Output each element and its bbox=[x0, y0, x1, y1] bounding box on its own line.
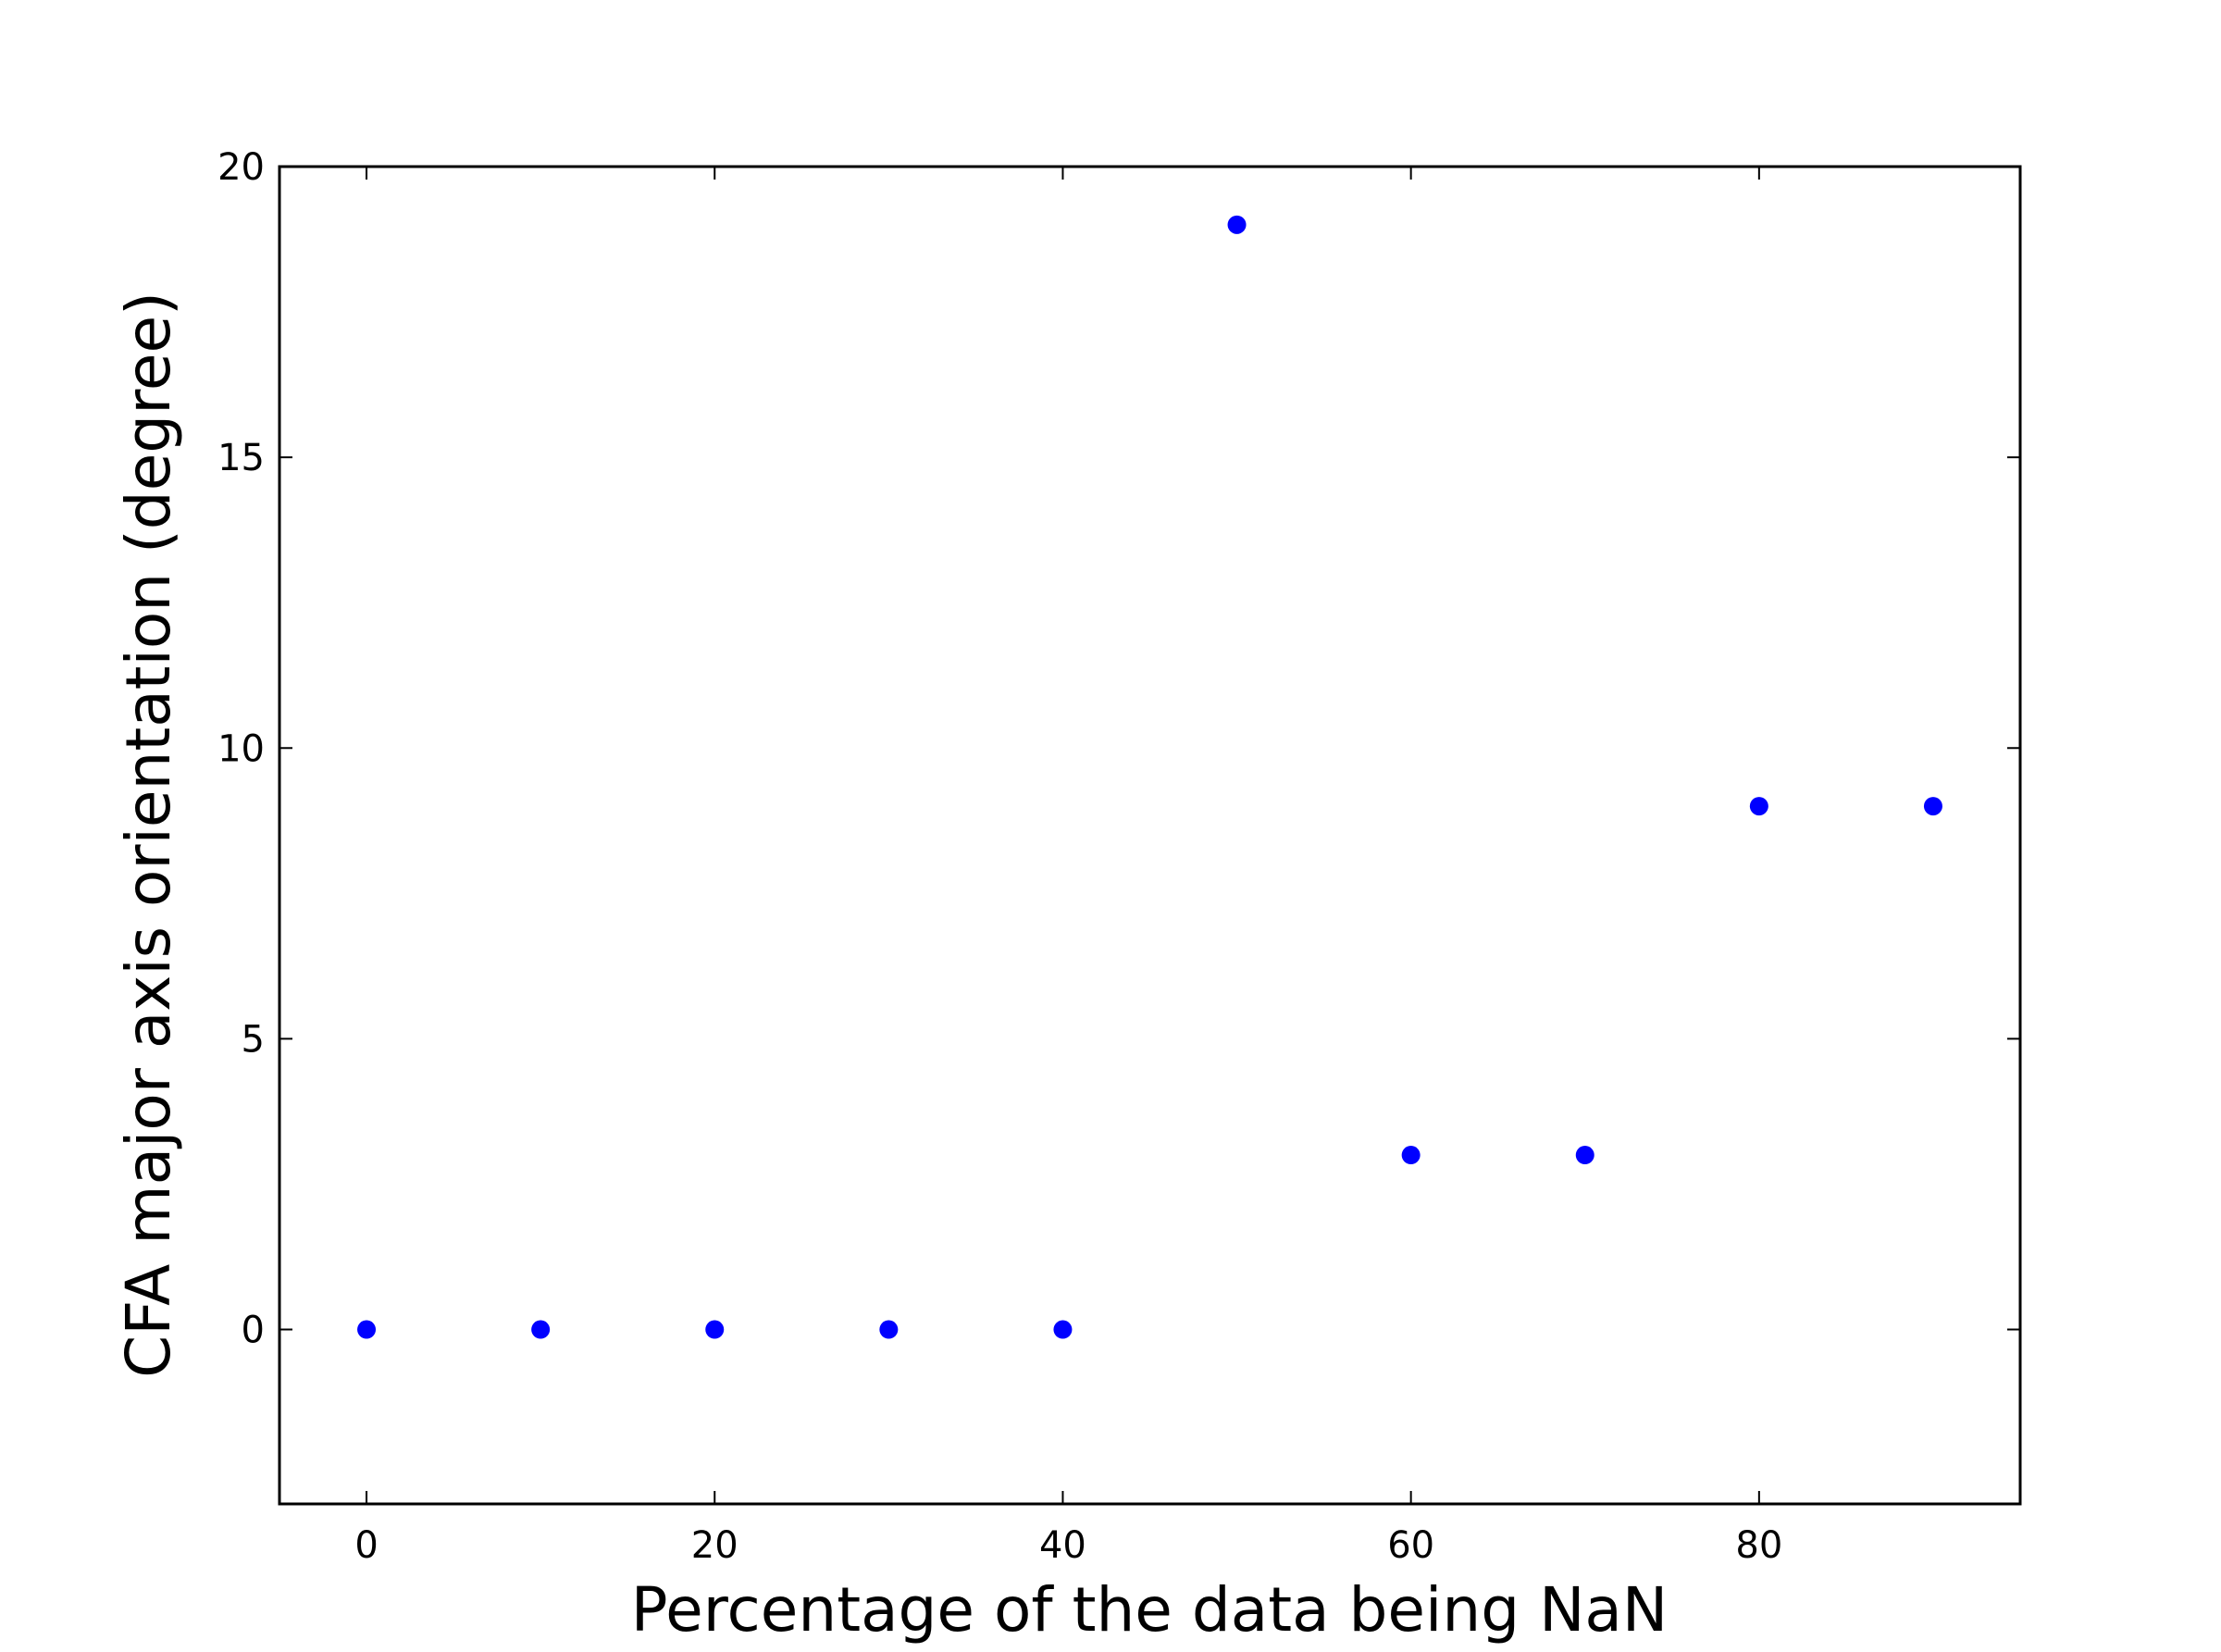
y-tick-label: 10 bbox=[217, 727, 265, 770]
plot-area bbox=[279, 167, 2020, 1504]
x-tick-label: 40 bbox=[1039, 1524, 1086, 1567]
plot-frame bbox=[278, 165, 2022, 1506]
data-point bbox=[531, 1320, 551, 1339]
x-tick-label: 20 bbox=[691, 1524, 738, 1567]
tick-labels: 0 20 40 60 80 0 5 10 15 20 bbox=[217, 146, 1782, 1567]
data-point bbox=[1575, 1146, 1594, 1165]
x-tick-label: 0 bbox=[354, 1524, 378, 1567]
data-point bbox=[1749, 797, 1768, 816]
data-point bbox=[705, 1320, 725, 1339]
tick-marks bbox=[279, 166, 2020, 1504]
data-point bbox=[1923, 797, 1942, 816]
y-tick-label: 15 bbox=[217, 437, 265, 479]
data-point bbox=[1401, 1146, 1421, 1165]
data-point bbox=[879, 1320, 899, 1339]
data-points bbox=[357, 215, 1942, 1339]
y-tick-label: 5 bbox=[242, 1018, 265, 1061]
x-axis-label: Percentage of the data being NaN bbox=[631, 1574, 1669, 1646]
data-point bbox=[1227, 215, 1247, 234]
y-tick-label: 0 bbox=[242, 1310, 265, 1352]
y-tick-label: 20 bbox=[217, 146, 265, 189]
x-tick-label: 60 bbox=[1387, 1524, 1434, 1567]
y-axis-label: CFA major axis orientation (degree) bbox=[113, 292, 184, 1378]
x-tick-label: 80 bbox=[1735, 1524, 1782, 1567]
data-point bbox=[357, 1320, 377, 1339]
data-point bbox=[1053, 1320, 1073, 1339]
